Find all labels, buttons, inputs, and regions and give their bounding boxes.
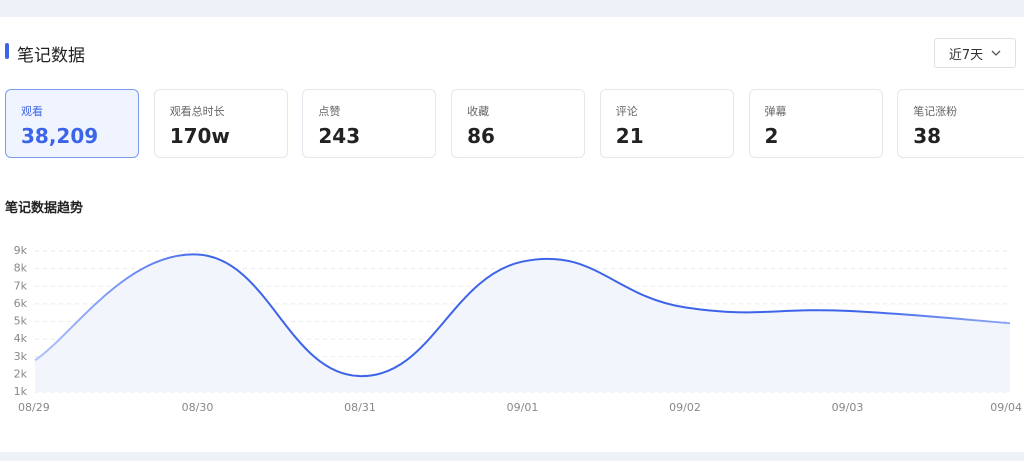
x-tick-label: 09/03 [832, 401, 864, 414]
metric-card[interactable]: 观看 38,209 [5, 89, 139, 158]
metric-card[interactable]: 评论 21 [599, 89, 734, 158]
metric-label: 评论 [615, 105, 638, 118]
y-tick-label: 7k [14, 279, 28, 292]
y-tick-label: 6k [14, 297, 28, 310]
metric-card[interactable]: 点赞 243 [302, 89, 437, 158]
chart-title: 笔记数据趋势 [5, 201, 84, 216]
metric-card[interactable]: 弹幕 2 [748, 89, 883, 158]
metric-value: 2 [764, 124, 779, 148]
chart: 1k 2k 3k 4k 5k 6k 7k 8k 9k 08/29 08/30 08/31 09/01 09… [14, 244, 1022, 414]
y-tick-label: 1k [14, 385, 28, 398]
metric-value: 86 [467, 124, 495, 148]
x-tick-label: 08/30 [182, 401, 214, 414]
x-tick-label: 09/04 [990, 401, 1022, 414]
x-tick-label: 08/31 [344, 401, 376, 414]
y-tick-label: 9k [14, 244, 28, 257]
dropdown-text: 近7天 [948, 47, 984, 63]
metric-card[interactable]: 观看总时长 170w [153, 89, 288, 158]
x-tick-label: 08/29 [18, 401, 50, 414]
chevron [991, 50, 1001, 56]
section-title: 笔记数据 [17, 46, 85, 66]
metric-value: 38 [913, 124, 942, 148]
y-tick-label: 8k [14, 262, 28, 275]
metric-label: 观看 [21, 105, 43, 118]
metric-card[interactable]: 收藏 86 [451, 89, 586, 158]
x-tick-label: 09/02 [669, 401, 701, 414]
metric-label: 收藏 [467, 105, 490, 118]
metric-value: 21 [615, 124, 644, 148]
metric-value: 243 [318, 124, 361, 148]
metric-label: 点赞 [318, 105, 341, 118]
area [35, 254, 1010, 392]
panel: 笔记数据 近7天 观看 38,209 观看总时长 170w 点赞 243 收藏 86 评论 21 弹… [0, 17, 1024, 452]
metric-value: 170w [169, 124, 230, 148]
metric-label: 观看总时长 [169, 105, 225, 118]
y-tick-label: 2k [14, 367, 28, 380]
line [34, 253, 1011, 378]
y-tick-label: 4k [14, 332, 28, 345]
y-tick-label: 3k [14, 350, 28, 363]
x-tick-label: 09/01 [507, 401, 539, 414]
metric-value: 38,209 [21, 124, 99, 148]
metric-label: 笔记涨粉 [913, 105, 958, 118]
range-dropdown[interactable]: 近7天 [934, 38, 1016, 68]
metric-card[interactable]: 笔记涨粉 38 [897, 89, 1024, 158]
y-tick-label: 5k [14, 315, 28, 328]
metric-label: 弹幕 [764, 105, 787, 118]
title-accent [5, 43, 9, 59]
